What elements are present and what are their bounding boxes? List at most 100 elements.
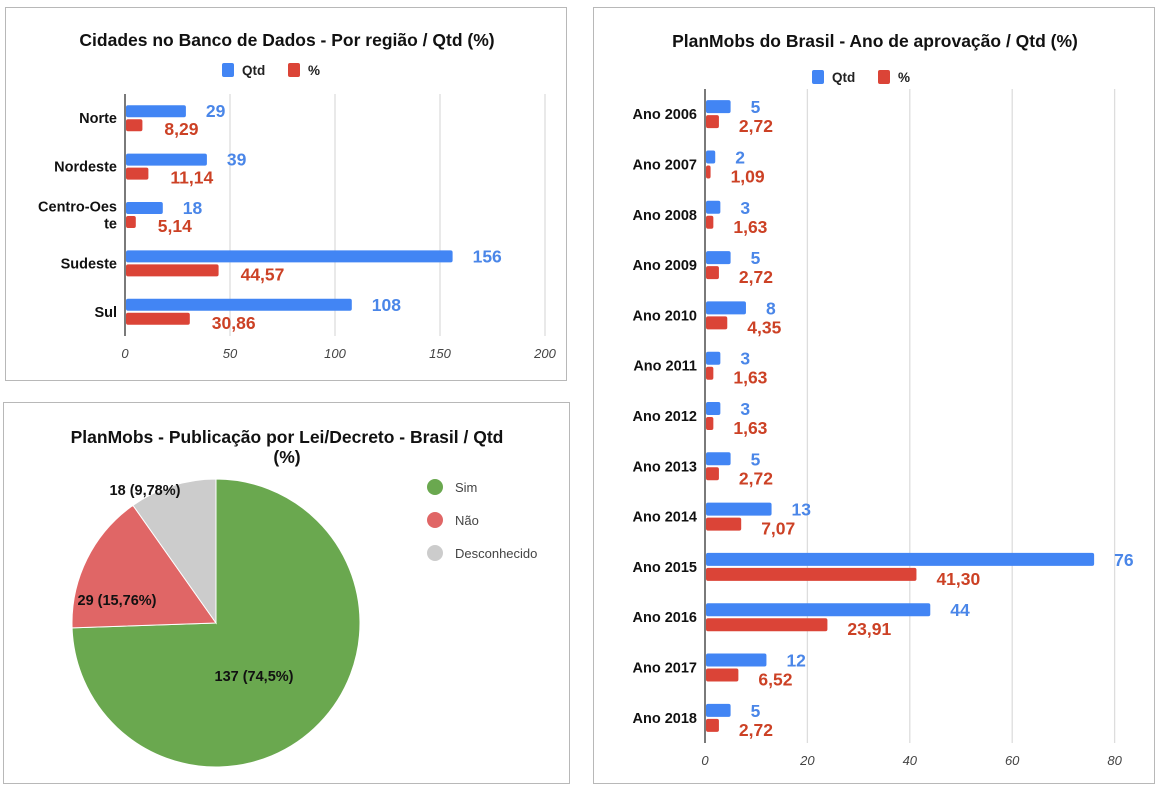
bar-pct	[706, 567, 917, 581]
legend: Qtd%	[222, 63, 320, 78]
bar-pct	[706, 517, 742, 531]
bar-qtd	[706, 150, 716, 164]
data-label-qtd: 3	[740, 399, 750, 419]
bar-pct	[706, 718, 719, 732]
bar-qtd	[126, 105, 186, 118]
legend-swatch	[427, 545, 443, 561]
data-label-qtd: 5	[751, 449, 761, 469]
category-label: Ano 2012	[633, 409, 697, 425]
data-label-qtd: 44	[950, 600, 970, 620]
category-label: Ano 2009	[633, 258, 697, 274]
category-group: Norte 29 8,29	[79, 101, 226, 139]
category-group: Ano 2013 52,72	[633, 449, 774, 488]
data-label-pct: 1,09	[731, 166, 765, 186]
publication-pie-chart: PlanMobs - Publicação por Lei/Decreto - …	[71, 427, 537, 768]
data-label-qtd: 29	[206, 101, 226, 121]
legend-swatch-pct	[878, 70, 890, 84]
data-label-qtd: 3	[740, 198, 750, 218]
bar-pct	[126, 216, 136, 228]
bar-qtd	[126, 298, 352, 311]
legend-swatch-pct	[288, 63, 300, 77]
chart-title-line-2: (%)	[273, 447, 300, 467]
x-tick-label: 0	[121, 346, 129, 361]
bar-pct	[706, 266, 719, 280]
category-group: Ano 2007 21,09	[633, 147, 765, 186]
category-group: Ano 2011 31,63	[633, 349, 767, 388]
legend-swatch	[427, 512, 443, 528]
bar-pct	[706, 668, 739, 682]
data-label-pct: 1,63	[733, 418, 767, 438]
category-label: Ano 2007	[633, 157, 697, 173]
category-label: Ano 2013	[633, 459, 697, 475]
data-label-pct: 2,72	[739, 720, 773, 740]
x-tick-label: 80	[1107, 753, 1122, 768]
category-label: Ano 2011	[633, 359, 697, 375]
category-label: Ano 2008	[633, 208, 697, 224]
category-label: Norte	[79, 111, 117, 127]
category-label: te	[104, 217, 117, 233]
pie-slice-label: 137 (74,5%)	[215, 669, 294, 685]
category-group: Ano 2016 44 23,91	[633, 600, 970, 639]
category-label: Sul	[94, 305, 117, 321]
pie-slice-label: 29 (15,76%)	[78, 593, 157, 609]
bar-qtd	[126, 153, 207, 166]
category-group: Ano 2012 31,63	[633, 399, 768, 438]
category-group: Ano 2014 137,07	[633, 500, 812, 539]
bar-pct	[706, 215, 714, 229]
data-label-pct: 7,07	[761, 519, 795, 539]
bar-qtd	[706, 402, 721, 415]
region-bar-chart: Cidades no Banco de Dados - Por região /…	[38, 30, 557, 361]
pie-slice-desconhecido	[132, 478, 217, 625]
bar-pct	[706, 165, 711, 179]
data-label-pct: 2,72	[739, 267, 773, 287]
legend-label: Desconhecido	[455, 546, 537, 561]
x-tick-label: 40	[903, 753, 918, 768]
category-label: Ano 2015	[633, 560, 697, 576]
x-tick-label: 0	[701, 753, 709, 768]
x-tick-label: 100	[324, 346, 346, 361]
bar-qtd	[706, 301, 746, 315]
bar-qtd	[706, 552, 1095, 566]
data-label-qtd: 5	[751, 248, 761, 268]
data-label-pct: 30,86	[212, 313, 256, 333]
data-label-pct: 1,63	[733, 217, 767, 237]
data-label-pct: 44,57	[241, 264, 285, 284]
bar-pct	[126, 167, 149, 180]
data-label-qtd: 108	[372, 295, 401, 315]
data-label-qtd: 13	[792, 500, 812, 520]
data-label-pct: 8,29	[164, 119, 198, 139]
x-tick-label: 60	[1005, 753, 1020, 768]
year-chart-panel: PlanMobs do Brasil - Ano de aprovação / …	[593, 7, 1155, 784]
bar-qtd	[706, 100, 731, 114]
category-label: Nordeste	[54, 160, 117, 176]
category-group: Ano 2018 52,72	[633, 701, 774, 740]
data-label-qtd: 5	[751, 97, 761, 117]
bar-pct	[706, 366, 714, 380]
bar-qtd	[706, 200, 721, 214]
legend-label: Não	[455, 513, 479, 528]
bar-pct	[706, 618, 828, 632]
bar-qtd	[706, 703, 731, 717]
category-label: Ano 2016	[633, 610, 697, 626]
data-label-pct: 2,72	[739, 116, 773, 136]
year-bar-chart: PlanMobs do Brasil - Ano de aprovação / …	[633, 31, 1134, 768]
category-group: Sudeste 156 44,57	[61, 246, 502, 284]
data-label-pct: 6,52	[758, 670, 792, 690]
x-tick-label: 50	[223, 346, 238, 361]
data-label-pct: 11,14	[170, 168, 213, 188]
category-label: Sudeste	[61, 256, 117, 272]
data-label-pct: 4,35	[747, 317, 781, 337]
bar-qtd	[706, 351, 721, 365]
bar-pct	[126, 264, 219, 277]
data-label-qtd: 2	[735, 147, 745, 167]
bar-pct	[706, 115, 719, 129]
data-label-pct: 2,72	[739, 468, 773, 488]
bar-qtd	[706, 603, 931, 617]
data-label-qtd: 76	[1114, 550, 1134, 570]
legend: Qtd%	[812, 70, 910, 85]
x-tick-label: 200	[533, 346, 556, 361]
data-label-qtd: 8	[766, 298, 776, 318]
legend-label-pct: %	[308, 63, 320, 78]
legend-label-qtd: Qtd	[242, 63, 265, 78]
data-label-qtd: 3	[740, 349, 750, 369]
